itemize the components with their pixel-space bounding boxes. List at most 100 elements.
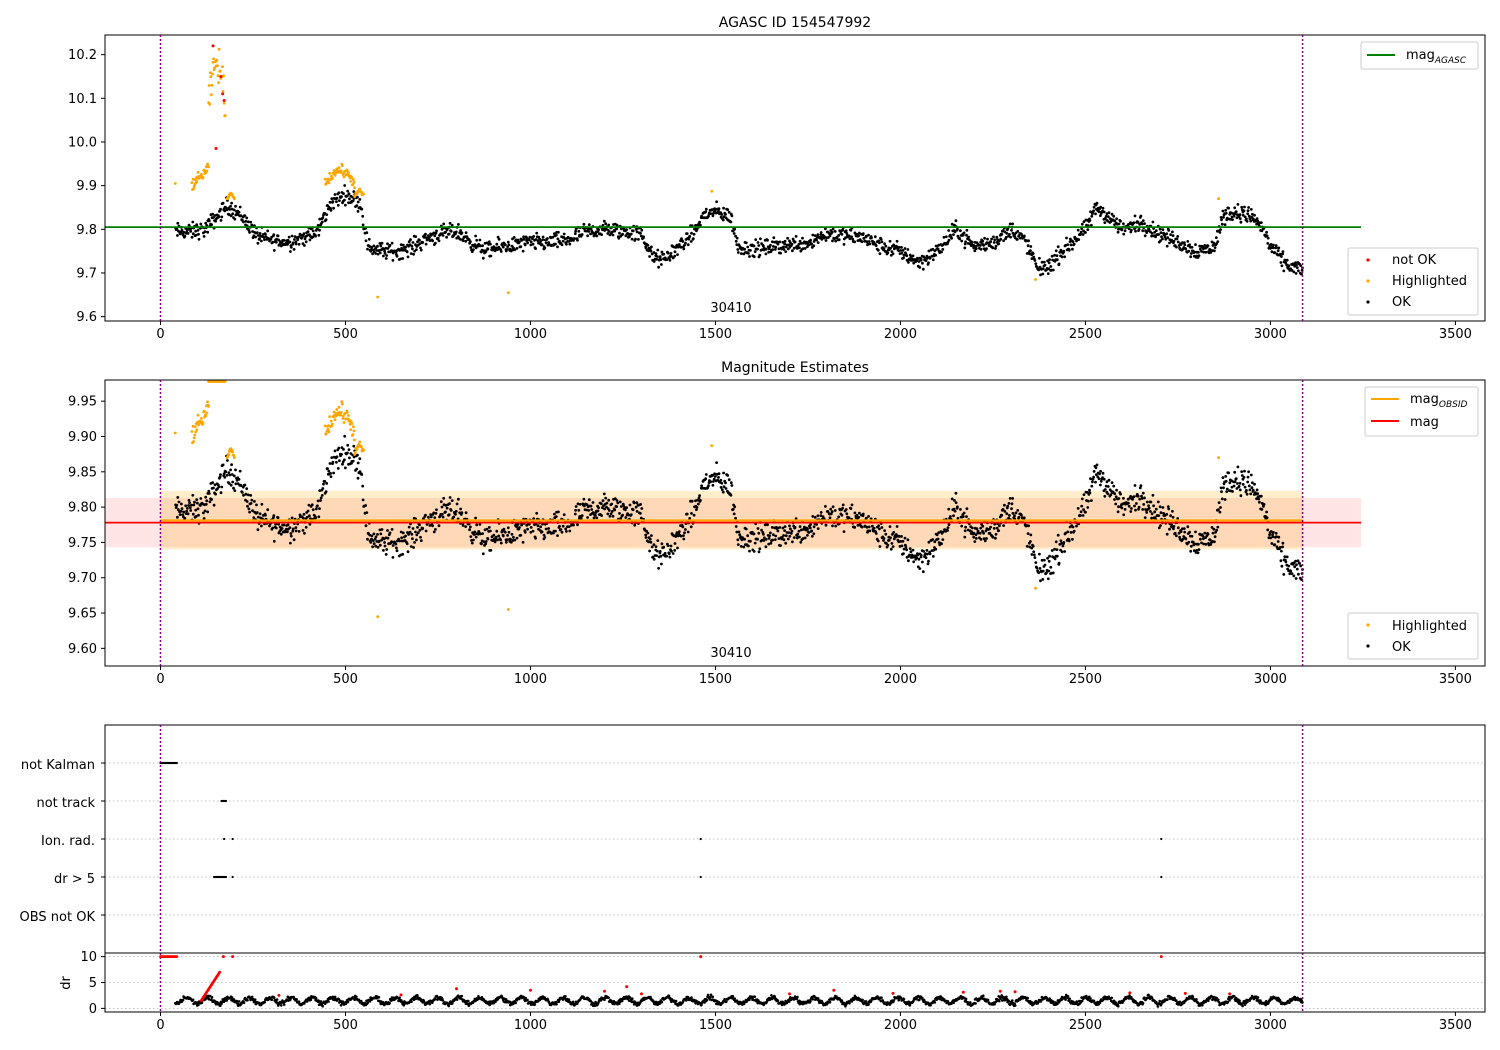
ok-point bbox=[1086, 228, 1090, 232]
ok-point bbox=[561, 239, 565, 243]
ok-point bbox=[506, 534, 509, 537]
ok-point bbox=[1279, 261, 1283, 264]
ok-point bbox=[1099, 479, 1103, 483]
ok-point bbox=[1046, 259, 1049, 263]
ok-point bbox=[341, 462, 344, 466]
ok-point bbox=[698, 220, 701, 224]
ok-point bbox=[749, 539, 752, 543]
ok-point bbox=[1138, 486, 1142, 490]
x-tick-label: 1500 bbox=[699, 672, 732, 687]
not-ok-point bbox=[214, 147, 218, 150]
ok-point bbox=[327, 469, 331, 473]
ok-point bbox=[536, 239, 540, 243]
ok-point bbox=[694, 499, 697, 503]
ok-point bbox=[395, 254, 399, 258]
ok-point bbox=[1154, 229, 1158, 233]
ok-point bbox=[810, 242, 814, 246]
ok-point bbox=[657, 566, 660, 570]
highlighted-point bbox=[201, 421, 205, 425]
ok-point bbox=[1140, 494, 1143, 498]
ok-point bbox=[1159, 524, 1162, 527]
ok-point bbox=[1060, 255, 1064, 259]
ok-point bbox=[911, 548, 915, 552]
ok-point bbox=[711, 214, 715, 218]
ok-point bbox=[1171, 509, 1174, 513]
ok-point bbox=[1016, 509, 1020, 512]
ok-point bbox=[191, 232, 195, 236]
ok-point bbox=[834, 239, 838, 243]
ok-point bbox=[1047, 261, 1051, 265]
highlighted-point bbox=[335, 408, 339, 411]
highlighted-point bbox=[352, 429, 356, 433]
ok-point bbox=[1041, 569, 1045, 573]
ok-point bbox=[472, 538, 475, 542]
ok-point bbox=[631, 229, 635, 233]
ok-point bbox=[1188, 243, 1191, 247]
ok-point bbox=[864, 516, 868, 520]
ok-point bbox=[933, 540, 937, 544]
highlighted-point bbox=[207, 404, 211, 408]
ok-point bbox=[1175, 534, 1178, 538]
ok-point bbox=[233, 217, 237, 221]
ok-point bbox=[1283, 258, 1287, 262]
ok-point bbox=[634, 237, 637, 241]
ok-point bbox=[587, 223, 591, 227]
dr-ok-point bbox=[355, 995, 358, 999]
ok-point bbox=[499, 538, 502, 542]
ok-point bbox=[736, 251, 740, 254]
ok-point bbox=[194, 229, 198, 233]
ok-point bbox=[196, 501, 199, 505]
ok-point bbox=[1266, 528, 1270, 532]
ok-point bbox=[1071, 525, 1075, 529]
ok-point bbox=[1040, 260, 1044, 264]
ok-point bbox=[461, 524, 465, 527]
ok-point bbox=[1162, 512, 1165, 515]
ok-point bbox=[1159, 231, 1163, 235]
ok-point bbox=[1197, 250, 1200, 254]
ok-point bbox=[688, 234, 692, 238]
dr-ok-point bbox=[333, 995, 337, 999]
ok-point bbox=[1035, 566, 1039, 570]
ok-point bbox=[1145, 511, 1149, 514]
ok-point bbox=[1154, 235, 1157, 239]
ok-point bbox=[365, 511, 369, 514]
ok-point bbox=[797, 242, 801, 246]
ok-point bbox=[332, 206, 335, 210]
ok-point bbox=[606, 512, 610, 516]
ok-point bbox=[970, 240, 974, 244]
ok-point bbox=[1292, 574, 1296, 578]
dr-ok-point bbox=[517, 997, 521, 1001]
ok-point bbox=[1269, 243, 1273, 246]
ok-point bbox=[1090, 214, 1094, 218]
ok-point bbox=[196, 228, 200, 232]
ok-point bbox=[1192, 549, 1196, 553]
ok-point bbox=[1117, 222, 1121, 226]
y-tick-label: 9.9 bbox=[76, 179, 97, 194]
ok-point bbox=[184, 504, 188, 508]
ok-point bbox=[589, 504, 593, 508]
ok-point bbox=[1202, 250, 1206, 254]
ok-point bbox=[414, 530, 417, 534]
ok-point bbox=[692, 513, 696, 517]
ok-point bbox=[522, 237, 526, 241]
ok-point bbox=[202, 511, 205, 515]
ok-point bbox=[861, 512, 865, 516]
ok-point bbox=[399, 243, 403, 247]
ok-point bbox=[1139, 214, 1143, 218]
highlighted-point bbox=[222, 101, 226, 105]
ok-point bbox=[1217, 501, 1221, 504]
ok-point bbox=[247, 507, 251, 511]
ok-point bbox=[379, 244, 383, 248]
agasc-obsid-label: 30410 bbox=[710, 301, 751, 316]
ok-point bbox=[1243, 215, 1247, 219]
ok-point bbox=[1087, 499, 1090, 503]
ok-point bbox=[652, 251, 656, 254]
ok-point bbox=[1032, 553, 1036, 557]
ok-point bbox=[577, 508, 581, 512]
ok-point bbox=[928, 552, 932, 556]
ok-point bbox=[554, 529, 557, 533]
ok-point bbox=[1187, 249, 1191, 253]
ok-point bbox=[240, 491, 244, 494]
ok-point bbox=[1133, 484, 1137, 487]
dr-ok-point bbox=[246, 999, 249, 1002]
